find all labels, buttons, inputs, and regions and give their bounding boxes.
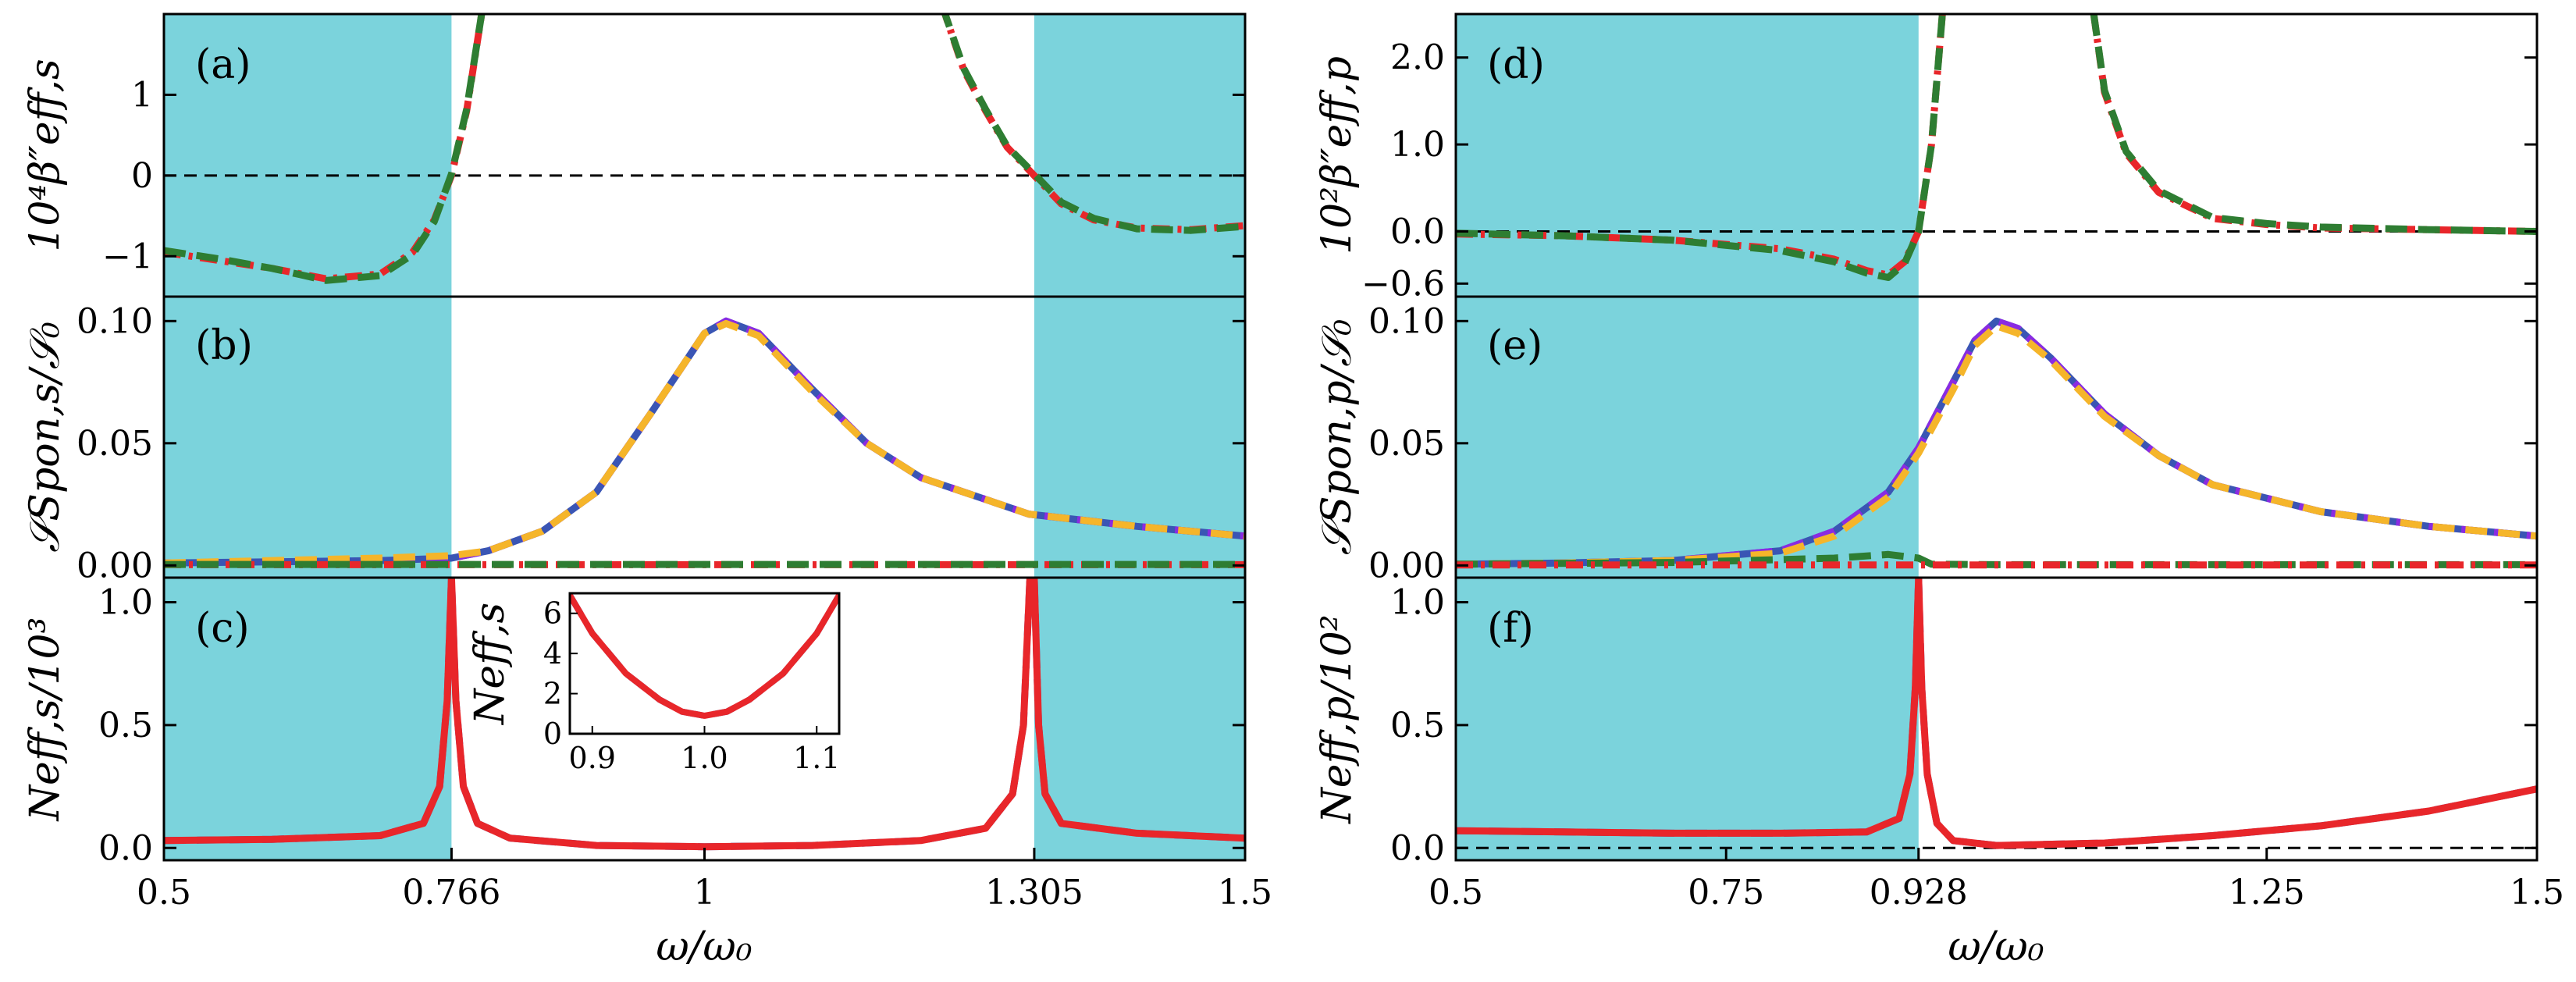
panel-e-shaded-region-0: [1456, 297, 1919, 578]
panel-a-label: (a): [195, 41, 251, 88]
panel-d-series-green-dash-right: [2090, 14, 2537, 235]
panel-f-xtick-label: 0.928: [1870, 873, 1968, 913]
panel-c-ytick-label: 1.0: [98, 582, 153, 622]
panel-d-label: (d): [1487, 41, 1545, 88]
panel-e-ytick-label: 0.05: [1368, 424, 1445, 464]
panel-d-series-green-dash: [1456, 14, 1946, 281]
panel-d: −0.6 0.0 1.0 2.0 (d): [1361, 12, 2539, 304]
ylabel-f: Neff,p/10²: [1314, 614, 1361, 824]
panel-f-series-red-solid: [1456, 578, 2537, 849]
panel-a-ytick-label: −1: [102, 237, 153, 276]
panel-f-ytick-label: 0.0: [1390, 828, 1445, 868]
panel-e: 0.00 0.05 0.10 (e): [1368, 295, 2539, 585]
ylabel-b: 𝒮Spon,s/𝒮₀: [22, 322, 69, 553]
inset-xtick-label: 1.0: [681, 741, 728, 775]
panel-c-shaded-region-1: [1034, 578, 1245, 860]
panel-a-shaded-region-1: [1034, 14, 1245, 297]
inset-ytick-label: 2: [543, 677, 562, 711]
panel-c-label: (c): [195, 605, 250, 652]
panel-f-label: (f): [1487, 605, 1534, 652]
panel-b-ytick-label: 0.00: [76, 546, 153, 585]
panel-f-xtick-label: 1.5: [2510, 873, 2564, 913]
ylabel-c: Neff,s/10³: [22, 617, 69, 823]
panel-a-ytick-label: 0: [131, 156, 153, 196]
ylabel-a: 10⁴β″eff,s: [22, 59, 69, 251]
panel-e-ytick-label: 0.00: [1368, 546, 1445, 585]
inset-ytick-label: 4: [543, 636, 562, 671]
panel-b-ytick-label: 0.05: [76, 424, 153, 464]
panel-f-ytick-label: 1.0: [1390, 582, 1445, 622]
panel-e-ytick-label: 0.10: [1368, 301, 1445, 341]
inset-xtick-label: 0.9: [569, 741, 616, 775]
panel-f: 0.0 0.5 1.0 0.5 0.75 0.928 1.25 1.5 (f): [1390, 576, 2564, 913]
panel-d-shaded-region-0: [1456, 14, 1919, 297]
panel-c-xtick-label: 1: [694, 873, 716, 913]
panel-f-frame: [1454, 576, 2539, 862]
panel-c-shaded-region-0: [164, 578, 452, 860]
panel-c-ytick-label: 0.5: [98, 706, 153, 745]
panel-c-xtick-label: 1.305: [985, 873, 1083, 913]
xlabel-right: ω/ω₀: [1948, 923, 2044, 970]
panel-c-xtick-label: 0.766: [402, 873, 500, 913]
panel-d-ytick-label: 2.0: [1390, 38, 1445, 78]
panel-d-ytick-label: 0.0: [1390, 212, 1445, 251]
inset-c: 0.9 1.0 1.1 0 2 4 6 Neff,s: [467, 592, 841, 775]
panel-b-series-orange-dash: [164, 319, 1245, 567]
panel-e-series-orange-dash: [1456, 322, 2537, 568]
panel-d-ytick-label: −0.6: [1361, 264, 1445, 304]
panel-c-xtick-label: 0.5: [137, 873, 191, 913]
panel-f-xtick-label: 0.75: [1688, 873, 1764, 913]
panel-d-ytick-label: 1.0: [1390, 125, 1445, 165]
xlabel-left: ω/ω₀: [656, 923, 752, 970]
panel-c-xtick-label: 1.5: [1218, 873, 1272, 913]
inset-ylabel: Neff,s: [467, 603, 514, 726]
panel-f-shaded-region-0: [1456, 578, 1919, 860]
inset-ytick-label: 0: [543, 717, 562, 751]
panel-c: 0.0 0.5 1.0 0.5 0.766 1 1.305 1.5 (c) 0.9 1.0 1.…: [98, 576, 1272, 913]
inset-series-inset-red: [570, 593, 839, 719]
ylabel-d: 10²β″eff,p: [1314, 56, 1361, 254]
panel-b-shaded-region-0: [164, 297, 452, 578]
panel-a-series-numerical: [164, 14, 486, 284]
panel-b-ytick-label: 0.10: [76, 301, 153, 341]
panel-f-xtick-label: 0.5: [1429, 873, 1483, 913]
inset-xtick-label: 1.1: [793, 741, 840, 775]
panel-a-ytick-label: 1: [131, 75, 153, 115]
panel-f-xtick-label: 1.25: [2229, 873, 2305, 913]
panel-a-shaded-region-0: [164, 14, 452, 297]
panel-f-ytick-label: 0.5: [1390, 706, 1445, 745]
panel-e-label: (e): [1487, 322, 1542, 369]
inset-ytick-label: 6: [543, 596, 562, 631]
panel-b: 0.00 0.05 0.10 (b): [76, 295, 1247, 585]
panel-c-series-red-solid: [164, 578, 1245, 851]
panel-c-ytick-label: 0.0: [98, 828, 153, 868]
panel-a-series-numerical-right: [941, 14, 1245, 234]
ylabel-e: 𝒮Spon,p/𝒮₀: [1314, 319, 1361, 556]
panel-d-series-red-dashdot-right: [2090, 14, 2537, 235]
panel-b-label: (b): [195, 322, 253, 369]
panel-a: −1 0 1 (a): [102, 12, 1247, 298]
